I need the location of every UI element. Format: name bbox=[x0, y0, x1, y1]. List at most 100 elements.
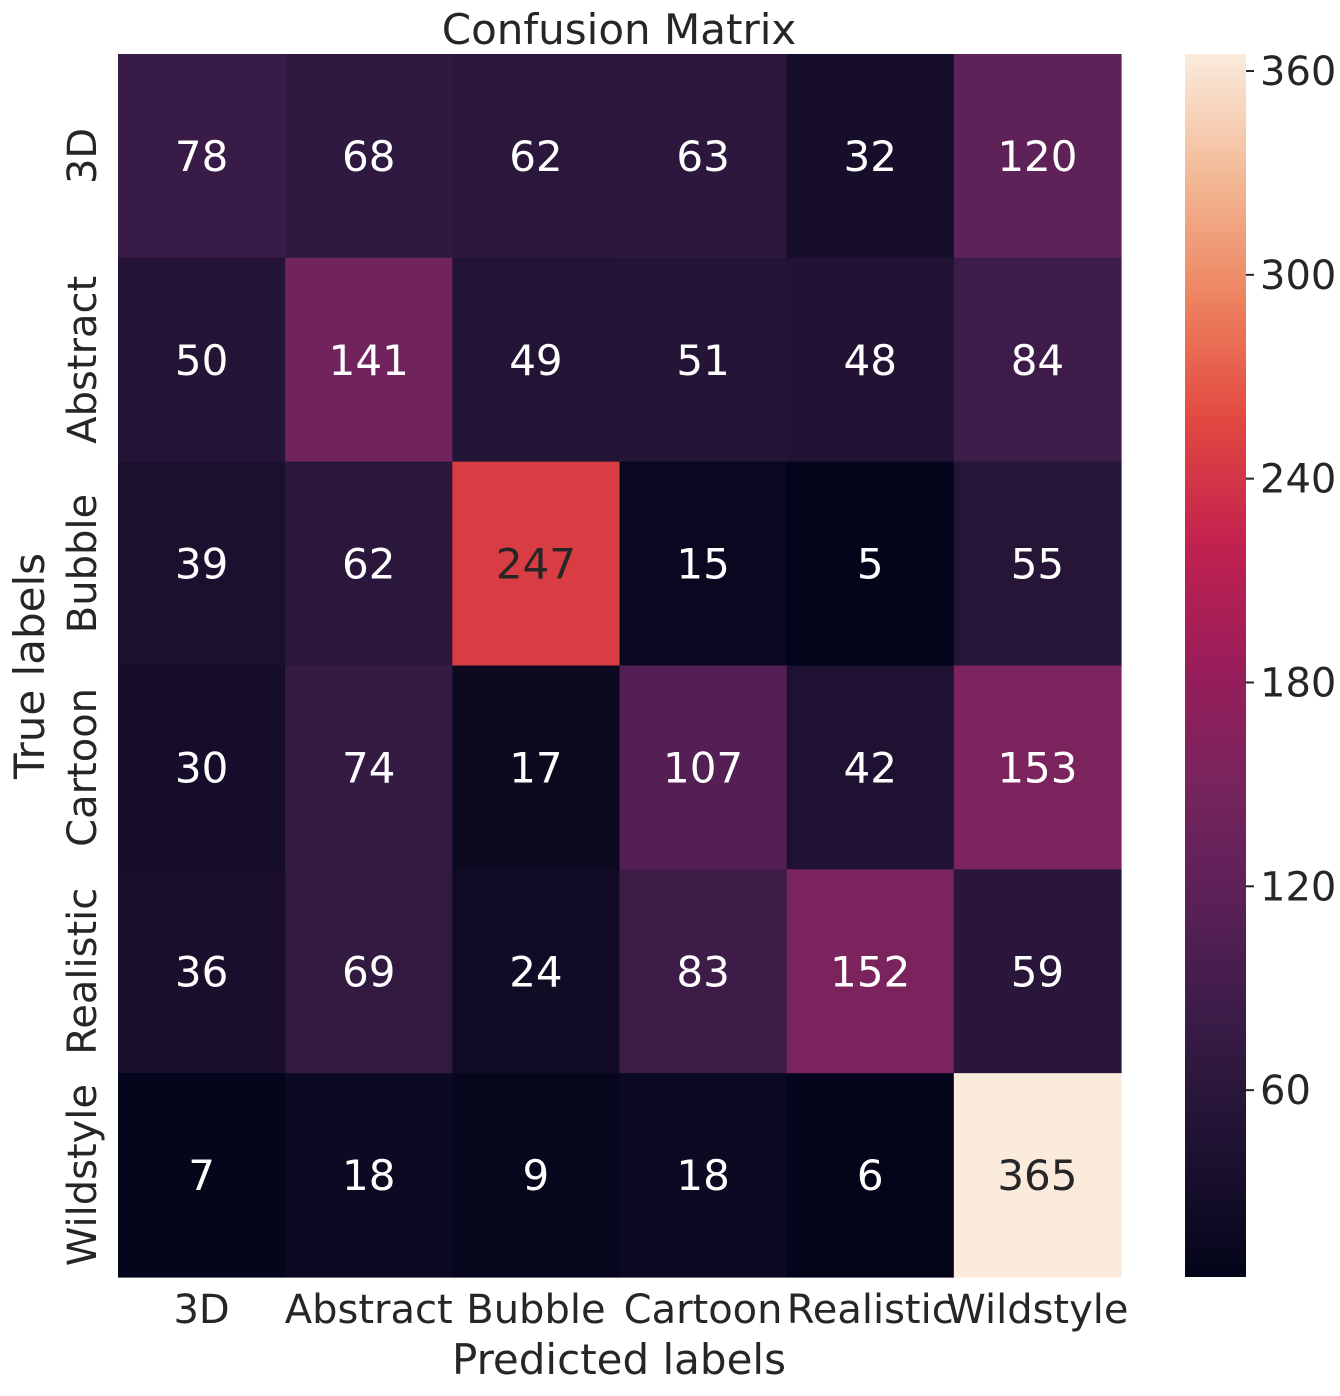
colorbar-tick-label: 240 bbox=[1260, 457, 1336, 503]
x-axis-label: Predicted labels bbox=[452, 1335, 786, 1384]
x-tick-label: Abstract bbox=[285, 1287, 453, 1333]
heatmap-cell bbox=[786, 869, 955, 1074]
cell-value-label: 15 bbox=[676, 540, 729, 589]
cell-value-label: 365 bbox=[997, 1151, 1077, 1200]
cell-value-label: 49 bbox=[509, 336, 562, 385]
cell-value-label: 120 bbox=[997, 132, 1077, 181]
colorbar-tick-label: 60 bbox=[1260, 1068, 1311, 1114]
cell-value-label: 32 bbox=[844, 132, 897, 181]
cell-value-label: 62 bbox=[342, 540, 395, 589]
heatmap-cell bbox=[118, 461, 286, 667]
cell-value-label: 152 bbox=[830, 947, 910, 996]
cell-value-label: 5 bbox=[857, 540, 884, 589]
cell-value-label: 78 bbox=[175, 132, 228, 181]
y-tick-label: Abstract bbox=[60, 276, 106, 444]
heatmap-cell bbox=[953, 461, 1122, 667]
colorbar-tick-label: 120 bbox=[1260, 864, 1336, 910]
y-tick-label: Wildstyle bbox=[60, 1084, 106, 1266]
cell-value-label: 30 bbox=[175, 743, 228, 792]
cell-value-label: 63 bbox=[676, 132, 729, 181]
heatmap-cell bbox=[118, 1073, 286, 1278]
x-tick-label: Realistic bbox=[787, 1287, 954, 1333]
heatmap-cell bbox=[953, 869, 1122, 1074]
colorbar-tick-label: 300 bbox=[1260, 253, 1336, 299]
heatmap-cell bbox=[786, 54, 955, 259]
cell-value-label: 69 bbox=[342, 947, 395, 996]
heatmap-cell bbox=[452, 665, 621, 870]
y-axis-label: True labels bbox=[5, 553, 54, 780]
heatmap-cell bbox=[285, 869, 453, 1074]
cell-value-label: 55 bbox=[1011, 540, 1064, 589]
heatmap-cell bbox=[452, 869, 621, 1074]
heatmap-cells bbox=[118, 54, 1122, 1278]
cell-value-label: 62 bbox=[509, 132, 562, 181]
heatmap-cell bbox=[118, 665, 286, 870]
y-tick-label: Cartoon bbox=[60, 688, 106, 847]
heatmap-cell bbox=[786, 665, 955, 870]
cell-value-label: 83 bbox=[676, 947, 729, 996]
heatmap-cell bbox=[953, 665, 1122, 870]
cell-value-label: 59 bbox=[1011, 947, 1064, 996]
colorbar-tick-label: 180 bbox=[1260, 660, 1336, 706]
x-tick-label: Bubble bbox=[466, 1287, 605, 1333]
heatmap-cell bbox=[452, 1073, 621, 1278]
heatmap-cell bbox=[285, 1073, 453, 1278]
heatmap-cell bbox=[452, 461, 621, 667]
cell-value-label: 84 bbox=[1011, 336, 1064, 385]
heatmap-cell bbox=[285, 665, 453, 870]
heatmap-cell bbox=[118, 54, 286, 259]
heatmap-cell bbox=[619, 665, 788, 870]
y-tick-labels: 3D Abstract Bubble Cartoon Realistic Wildstyl… bbox=[60, 128, 106, 1266]
x-tick-label: Wildstyle bbox=[946, 1287, 1128, 1333]
cell-value-label: 107 bbox=[663, 743, 743, 792]
heatmap-cell bbox=[953, 1073, 1122, 1278]
heatmap-cell bbox=[619, 257, 788, 463]
colorbar-tick-label: 360 bbox=[1260, 49, 1336, 95]
cell-value-label: 153 bbox=[997, 743, 1077, 792]
cell-value-label: 42 bbox=[844, 743, 897, 792]
heatmap-cell bbox=[619, 461, 788, 667]
heatmap-cell bbox=[619, 54, 788, 259]
x-tick-labels: 3D Abstract Bubble Cartoon RealisticWildstyl… bbox=[173, 1287, 1128, 1333]
cell-value-label: 48 bbox=[844, 336, 897, 385]
cell-value-label: 18 bbox=[342, 1151, 395, 1200]
heatmap-cell bbox=[953, 54, 1122, 259]
cell-value-label: 39 bbox=[175, 540, 228, 589]
heatmap-cell bbox=[285, 54, 453, 259]
heatmap-cell bbox=[118, 869, 286, 1074]
y-tick-label: Realistic bbox=[60, 888, 106, 1055]
cell-value-label: 9 bbox=[523, 1151, 550, 1200]
heatmap-cell bbox=[786, 1073, 955, 1278]
heatmap-cell bbox=[786, 461, 955, 667]
heatmap-cell bbox=[619, 1073, 788, 1278]
cell-value-label: 247 bbox=[496, 540, 576, 589]
cell-value-label: 7 bbox=[188, 1151, 215, 1200]
heatmap-cell bbox=[786, 257, 955, 463]
cell-value-label: 18 bbox=[676, 1151, 729, 1200]
cell-value-label: 68 bbox=[342, 132, 395, 181]
heatmap-cell bbox=[285, 257, 453, 463]
colorbar: 60 120 180 240 300 360 bbox=[1185, 49, 1336, 1277]
colorbar-gradient bbox=[1185, 54, 1246, 1277]
heatmap-cell bbox=[285, 461, 453, 667]
x-tick-label: Cartoon bbox=[624, 1287, 783, 1333]
cell-value-label: 6 bbox=[857, 1151, 884, 1200]
y-tick-label: Bubble bbox=[60, 494, 106, 633]
heatmap-cell bbox=[953, 257, 1122, 463]
cell-value-label: 36 bbox=[175, 947, 228, 996]
y-tick-label: 3D bbox=[60, 128, 106, 184]
cell-value-label: 17 bbox=[509, 743, 562, 792]
x-tick-label: 3D bbox=[173, 1287, 229, 1333]
heatmap-cell bbox=[452, 54, 621, 259]
heatmap-cell bbox=[452, 257, 621, 463]
cell-value-label: 74 bbox=[342, 743, 395, 792]
chart-title: Confusion Matrix bbox=[442, 5, 797, 54]
cell-value-label: 50 bbox=[175, 336, 228, 385]
cell-value-label: 141 bbox=[329, 336, 409, 385]
heatmap-cell bbox=[619, 869, 788, 1074]
heatmap-cell bbox=[118, 257, 286, 463]
cell-value-label: 24 bbox=[509, 947, 562, 996]
cell-value-label: 51 bbox=[676, 336, 729, 385]
